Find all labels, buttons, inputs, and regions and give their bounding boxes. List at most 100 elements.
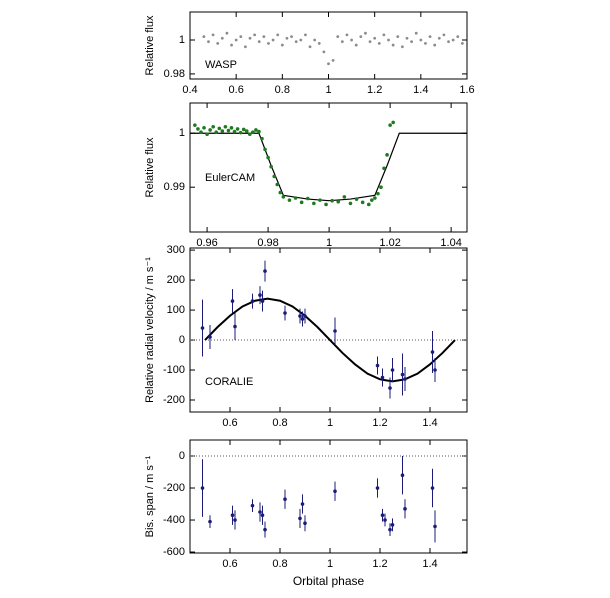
y-tick-label: -200: [163, 394, 185, 406]
data-point: [388, 123, 392, 127]
data-point: [345, 33, 349, 37]
data-point: [230, 299, 235, 303]
data-point: [366, 202, 371, 207]
data-point: [258, 510, 262, 514]
data-point: [451, 38, 455, 42]
x-tick-label: 0.6: [222, 417, 237, 429]
data-point: [262, 35, 266, 38]
y-tick-label: -600: [163, 546, 185, 558]
y-axis-label: Relative radial velocity / m s⁻¹: [144, 257, 156, 403]
y-axis-label: Relative flux: [144, 137, 156, 197]
data-point: [380, 375, 385, 380]
data-point: [283, 497, 287, 502]
x-tick-label: 1: [327, 417, 333, 429]
plot-frame: [189, 439, 468, 554]
x-tick-label: 1: [327, 558, 333, 570]
data-point: [239, 35, 243, 38]
data-point: [299, 200, 304, 205]
data-point: [205, 132, 209, 137]
y-tick-label: 300: [167, 244, 185, 256]
data-point: [442, 33, 446, 37]
data-point: [403, 377, 407, 381]
y-tick-label: -200: [163, 482, 185, 494]
y-tick-label: 0.99: [164, 181, 185, 193]
data-point: [208, 335, 212, 339]
x-tick-label: 0.98: [257, 237, 278, 249]
data-point: [377, 41, 381, 45]
data-point: [207, 40, 210, 44]
x-tick-label: 1: [325, 84, 331, 96]
panel-label: CORALIE: [205, 376, 253, 388]
data-point: [247, 132, 252, 137]
data-point: [382, 166, 386, 171]
x-tick-label: 1.2: [372, 417, 387, 429]
data-point: [276, 33, 280, 37]
data-point: [283, 311, 287, 315]
data-point: [223, 124, 228, 129]
plot-frame: [189, 247, 468, 413]
panel-label: WASP: [205, 59, 237, 71]
data-point: [360, 200, 365, 205]
data-point: [260, 299, 265, 303]
data-point: [234, 38, 238, 42]
y-tick-label: 200: [167, 274, 185, 286]
data-point: [193, 123, 197, 127]
data-point: [379, 185, 383, 190]
data-point: [456, 35, 460, 38]
data-point: [220, 129, 225, 133]
data-point: [233, 324, 237, 329]
data-point: [308, 45, 312, 49]
data-point: [260, 136, 264, 141]
data-point: [318, 198, 322, 202]
data-point: [400, 372, 405, 377]
data-point: [419, 38, 423, 42]
data-point: [333, 329, 337, 333]
data-point: [290, 35, 293, 38]
x-tick-label: 0.8: [272, 558, 287, 570]
data-point: [317, 41, 321, 45]
y-tick-label: 1: [179, 127, 185, 139]
data-point: [433, 524, 437, 529]
data-point: [433, 368, 437, 372]
data-point: [217, 126, 222, 131]
data-point: [211, 33, 215, 37]
x-tick-label: 1.4: [413, 84, 428, 96]
x-tick-label: 0.4: [182, 84, 197, 96]
data-point: [403, 507, 407, 511]
data-point: [199, 130, 203, 134]
y-tick-label: 0.98: [164, 68, 185, 80]
data-point: [313, 38, 317, 42]
data-point: [390, 368, 395, 372]
data-point: [430, 350, 435, 354]
data-point: [388, 386, 392, 390]
data-point: [300, 317, 305, 321]
data-point: [428, 35, 432, 38]
data-point: [304, 33, 307, 37]
data-point: [354, 197, 359, 201]
x-tick-label: 1: [326, 237, 332, 249]
data-point: [380, 513, 385, 518]
data-point: [414, 31, 418, 35]
data-point: [216, 41, 220, 45]
data-point: [375, 486, 380, 490]
y-tick-label: 0: [179, 450, 185, 462]
data-point: [266, 155, 270, 160]
y-tick-label: 1: [179, 34, 185, 46]
data-point: [235, 127, 240, 131]
x-tick-label: 1.04: [440, 237, 461, 249]
data-point: [232, 129, 237, 134]
data-point: [303, 314, 307, 318]
data-point: [400, 473, 405, 478]
data-point: [233, 518, 237, 522]
data-point: [267, 41, 270, 45]
data-point: [376, 191, 380, 196]
x-tick-label: 1.2: [367, 84, 382, 96]
model-curve: [190, 132, 467, 202]
data-point: [424, 41, 427, 45]
y-tick-label: -400: [163, 514, 185, 526]
x-tick-label: 0.6: [222, 558, 237, 570]
data-point: [300, 502, 305, 506]
data-point: [250, 299, 255, 303]
y-tick-label: 100: [167, 304, 185, 316]
